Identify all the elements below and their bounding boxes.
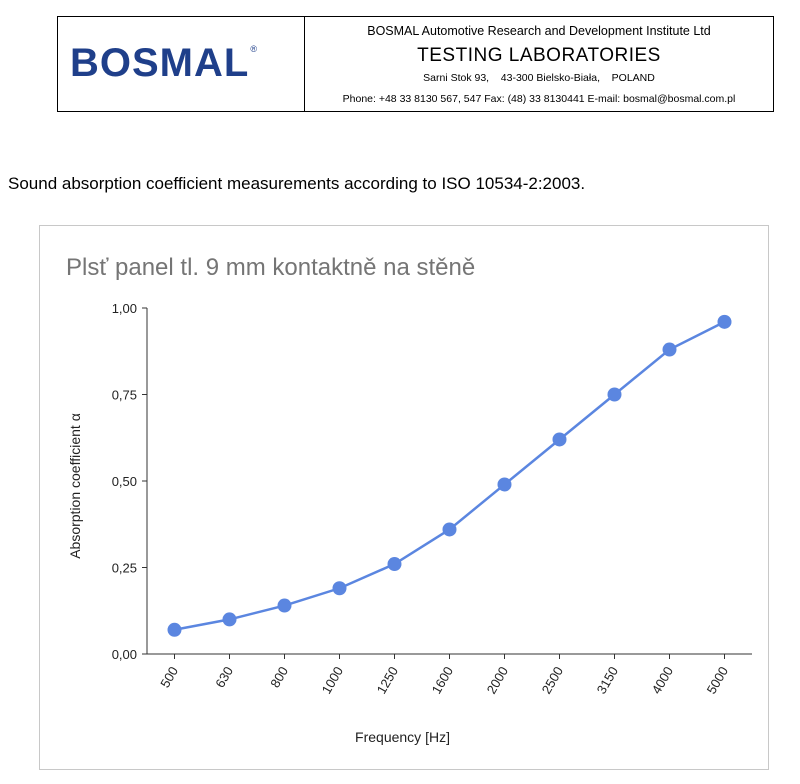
data-point <box>332 581 347 596</box>
data-point <box>222 612 237 627</box>
data-point <box>607 387 622 402</box>
data-point <box>167 622 182 637</box>
y-tick-label: 0,00 <box>112 647 137 662</box>
x-tick-label: 2000 <box>484 664 511 697</box>
x-axis-label: Frequency [Hz] <box>355 729 450 745</box>
letterhead-info: BOSMAL Automotive Research and Developme… <box>305 17 773 111</box>
y-tick-label: 0,50 <box>112 474 137 489</box>
y-tick-label: 1,00 <box>112 301 137 316</box>
data-point <box>277 598 292 613</box>
contact-line: Phone: +48 33 8130 567, 547 Fax: (48) 33… <box>342 93 736 105</box>
x-tick-label: 5000 <box>704 664 731 697</box>
x-tick-label: 3150 <box>594 664 621 697</box>
x-tick-label: 630 <box>212 664 236 690</box>
bosmal-logo: BOSMAL ® <box>70 41 257 85</box>
data-point <box>662 342 677 357</box>
address: Sarni Stok 93, 43-300 Bielsko-Biała, POL… <box>423 72 655 84</box>
data-point <box>717 314 732 329</box>
y-axis-label: Absorption coefficient α <box>67 413 83 559</box>
y-tick-label: 0,75 <box>112 388 137 403</box>
x-tick-label: 500 <box>157 664 181 690</box>
logo-text: BOSMAL <box>70 40 250 85</box>
letterhead: BOSMAL ® BOSMAL Automotive Research and … <box>57 16 774 112</box>
x-tick-label: 1000 <box>319 664 346 697</box>
data-point <box>387 557 402 572</box>
chart-title: Plsť panel tl. 9 mm kontaktně na stěně <box>66 254 476 281</box>
x-tick-label: 1600 <box>429 664 456 697</box>
data-point <box>497 477 512 492</box>
y-tick-label: 0,25 <box>112 561 137 576</box>
x-tick-label: 4000 <box>649 664 676 697</box>
x-tick-label: 2500 <box>539 664 566 697</box>
x-tick-label: 1250 <box>374 664 401 697</box>
intro-text: Sound absorption coefficient measurement… <box>8 174 586 193</box>
chart-card: Plsť panel tl. 9 mm kontaktně na stěně 0… <box>39 225 769 770</box>
lab-name: TESTING LABORATORIES <box>417 45 661 66</box>
data-point <box>552 432 567 447</box>
registered-mark-icon: ® <box>250 44 257 54</box>
series-line <box>174 320 726 632</box>
logo-cell: BOSMAL ® <box>58 17 305 111</box>
line-chart: 0,00 0,25 0,50 0,75 1,00 500 630 800 1000 1250 160… <box>67 301 752 745</box>
x-tick-label: 800 <box>267 664 291 690</box>
data-point <box>442 522 457 537</box>
institute-name: BOSMAL Automotive Research and Developme… <box>367 24 711 38</box>
